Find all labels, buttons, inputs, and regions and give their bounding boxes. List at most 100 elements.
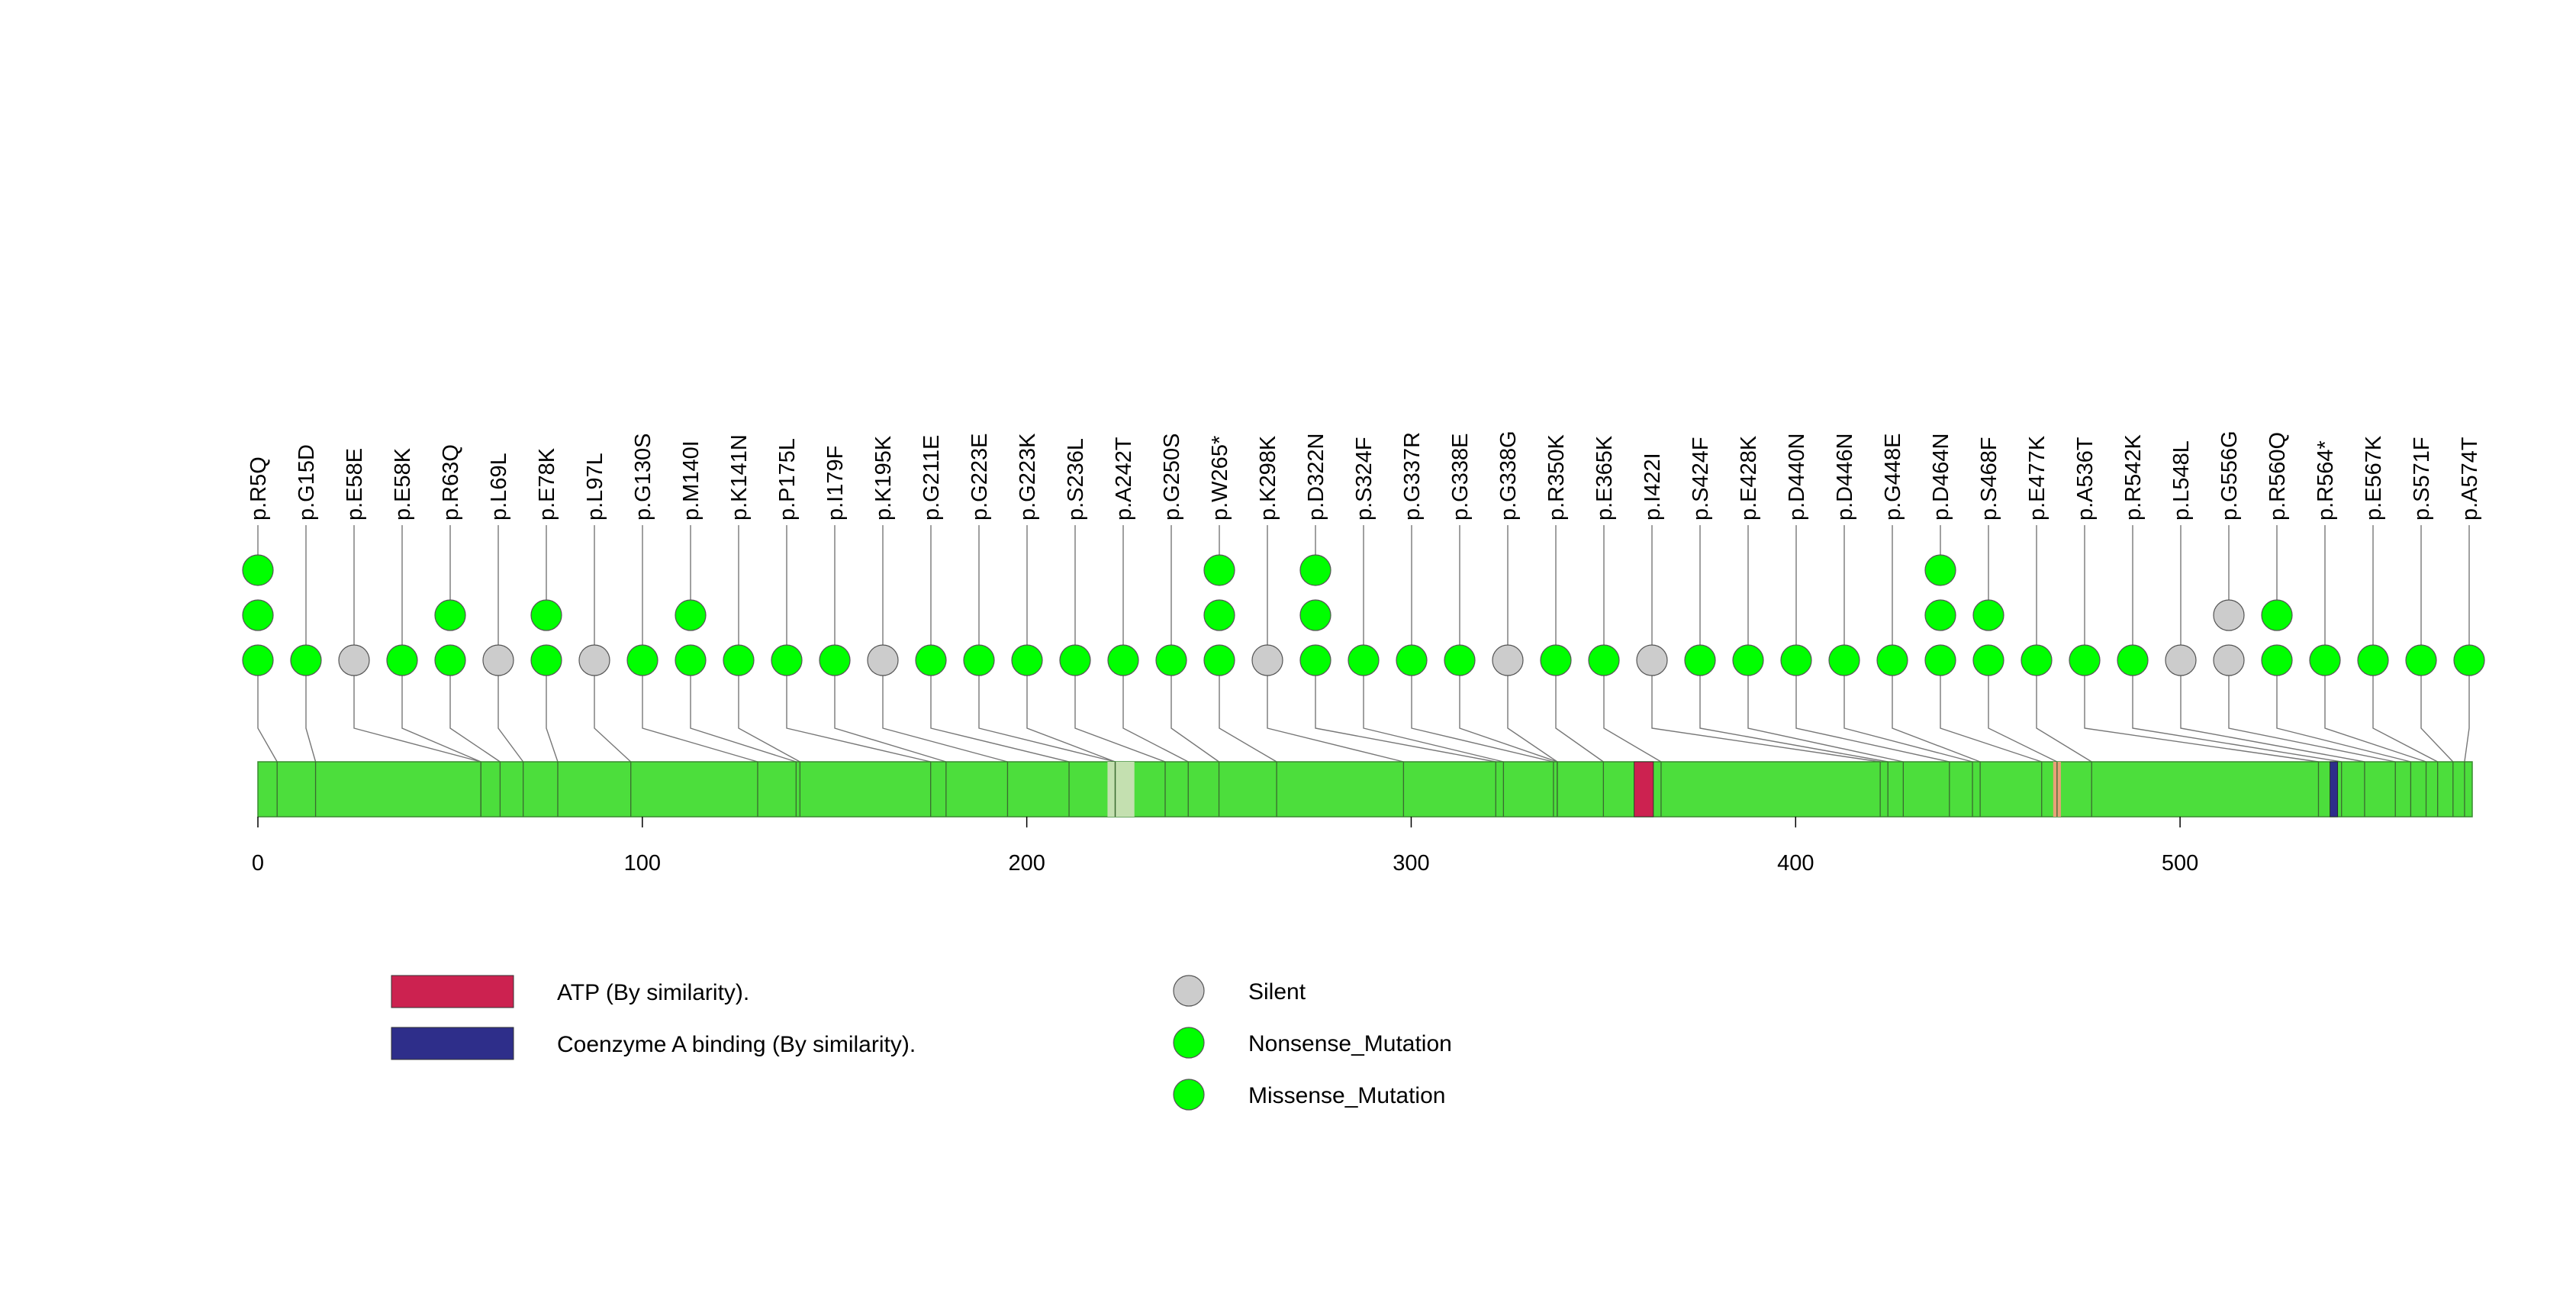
mutation-label-p-e428k: p.E428K	[1737, 435, 1761, 521]
connector-p-r350k	[1555, 676, 1604, 763]
mutation-label-p-s324f: p.S324F	[1352, 437, 1377, 521]
connector-p-s236l	[1074, 676, 1166, 763]
connector-p-w265	[1219, 676, 1277, 763]
mutation-label-p-g223e: p.G223E	[968, 434, 992, 521]
missense-marker-p-d464n-1	[1924, 644, 1956, 676]
missense-marker-p-d446n-1	[1828, 644, 1860, 676]
nonsense-marker-p-w265-1	[1203, 644, 1235, 676]
mutation-label-p-r542k: p.R542K	[2121, 434, 2146, 521]
mutation-label-p-k141n: p.K141N	[727, 434, 752, 521]
connector-p-l97l	[594, 676, 632, 763]
silent-marker-p-k195k-1	[867, 644, 899, 676]
missense-marker-p-r542k-1	[2117, 644, 2149, 676]
nonsense-marker-p-r564-1	[2309, 644, 2341, 676]
mutation-label-p-l548l: p.L548L	[2169, 440, 2194, 521]
connector-p-s468f	[1988, 676, 2058, 763]
mutation-label-p-r5q: p.R5Q	[246, 456, 271, 521]
connector-p-e477k	[2036, 676, 2092, 763]
tick-label-200: 200	[1008, 851, 1045, 876]
silent-marker-p-l97l-1	[578, 644, 610, 676]
tick-label-300: 300	[1393, 851, 1429, 876]
connector-p-r63q	[449, 676, 501, 763]
mutation-label-p-a536t: p.A536T	[2073, 437, 2098, 521]
legend-label-coenzyme-a-binding-by-similarity: Coenzyme A binding (By similarity).	[557, 1032, 916, 1057]
mutation-label-p-s468f: p.S468F	[1977, 437, 2001, 521]
mutation-label-p-a574t: p.A574T	[2458, 437, 2482, 521]
missense-marker-p-r5q-2	[242, 599, 274, 631]
mutation-label-p-r350k: p.R350K	[1544, 434, 1569, 521]
missense-marker-p-e365k-1	[1588, 644, 1620, 676]
connector-p-g448e	[1892, 676, 1981, 763]
mutation-label-p-d446n: p.D446N	[1833, 434, 1857, 521]
connector-p-g223e	[978, 676, 1116, 763]
legend-swatch-atp-by-similarity	[391, 975, 514, 1008]
missense-marker-p-p175l-1	[771, 644, 803, 676]
silent-marker-p-g338g-1	[1492, 644, 1524, 676]
connector-p-s571f	[2420, 676, 2454, 763]
missense-marker-p-d322n-3	[1299, 554, 1331, 586]
connector-p-g211e	[930, 676, 1070, 763]
missense-marker-p-s236l-1	[1059, 644, 1091, 676]
mutation-label-p-g15d: p.G15D	[295, 444, 319, 521]
domain-coenzyme-a-binding-by-similarity	[2330, 761, 2339, 818]
missense-marker-p-d322n-1	[1299, 644, 1331, 676]
mutation-label-p-r564: p.R564*	[2314, 440, 2338, 521]
tick-label-100: 100	[624, 851, 661, 876]
mutation-label-p-m140i: p.M140I	[679, 440, 704, 521]
connector-p-g338g	[1507, 676, 1558, 763]
silent-marker-p-i422i-1	[1636, 644, 1668, 676]
connector-p-a574t	[2464, 676, 2470, 763]
missense-marker-p-g250s-1	[1155, 644, 1187, 676]
missense-marker-p-e477k-1	[2021, 644, 2053, 676]
missense-marker-p-a574t-1	[2453, 644, 2485, 676]
connector-p-r5q	[257, 676, 278, 763]
mutation-label-p-g337r: p.G337R	[1400, 432, 1425, 521]
missense-marker-p-e428k-1	[1732, 644, 1764, 676]
missense-marker-p-m140i-2	[675, 599, 707, 631]
mutation-label-p-g556g: p.G556G	[2217, 431, 2242, 521]
connector-p-k298k	[1267, 676, 1404, 763]
mutation-label-p-w265: p.W265*	[1208, 436, 1232, 521]
domain-region-2	[1107, 762, 1135, 817]
legend-marker-nonsense-mutation	[1173, 1027, 1205, 1059]
mutation-label-p-i422i: p.I422I	[1641, 453, 1665, 521]
mutation-label-p-a242t: p.A242T	[1112, 437, 1136, 521]
missense-marker-p-k141n-1	[723, 644, 755, 676]
connector-lines	[257, 676, 2470, 763]
mutation-label-p-e567k: p.E567K	[2362, 435, 2386, 521]
legend-marker-silent	[1173, 975, 1205, 1007]
mutation-label-p-e78k: p.E78K	[535, 447, 559, 521]
missense-marker-p-r63q-2	[434, 599, 466, 631]
connector-p-p175l	[786, 676, 931, 763]
missense-marker-p-e78k-2	[530, 599, 562, 631]
missense-marker-p-d464n-2	[1924, 599, 1956, 631]
nonsense-marker-p-w265-3	[1203, 554, 1235, 586]
missense-marker-p-g223k-1	[1011, 644, 1043, 676]
missense-marker-p-g15d-1	[290, 644, 322, 676]
connector-p-a536t	[2084, 676, 2319, 763]
mutation-label-p-g250s: p.G250S	[1160, 434, 1184, 521]
missense-marker-p-g223e-1	[963, 644, 995, 676]
missense-marker-p-s424f-1	[1684, 644, 1716, 676]
mutation-lollipops	[242, 525, 2485, 676]
mutation-label-p-g130s: p.G130S	[631, 434, 655, 521]
missense-marker-p-r63q-1	[434, 644, 466, 676]
missense-marker-p-r350k-1	[1540, 644, 1572, 676]
mutation-label-p-g211e: p.G211E	[919, 435, 944, 521]
protein-body	[257, 761, 2473, 818]
missense-marker-p-d322n-2	[1299, 599, 1331, 631]
connector-p-g250s	[1170, 676, 1219, 763]
mutation-label-p-l69l: p.L69L	[487, 453, 511, 521]
missense-marker-p-r5q-1	[242, 644, 274, 676]
connector-p-i179f	[834, 676, 947, 763]
legend-label-missense-mutation: Missense_Mutation	[1248, 1083, 1445, 1108]
connector-p-r564	[2324, 676, 2426, 763]
mutation-label-p-s236l: p.S236L	[1064, 438, 1088, 521]
missense-marker-p-g130s-1	[626, 644, 658, 676]
mutation-label-p-d440n: p.D440N	[1785, 434, 1809, 521]
connector-p-k141n	[738, 676, 800, 763]
missense-marker-p-d440n-1	[1780, 644, 1812, 676]
tick-label-400: 400	[1777, 851, 1814, 876]
legend-marker-missense-mutation	[1173, 1079, 1205, 1111]
connector-p-e58e	[353, 676, 481, 763]
